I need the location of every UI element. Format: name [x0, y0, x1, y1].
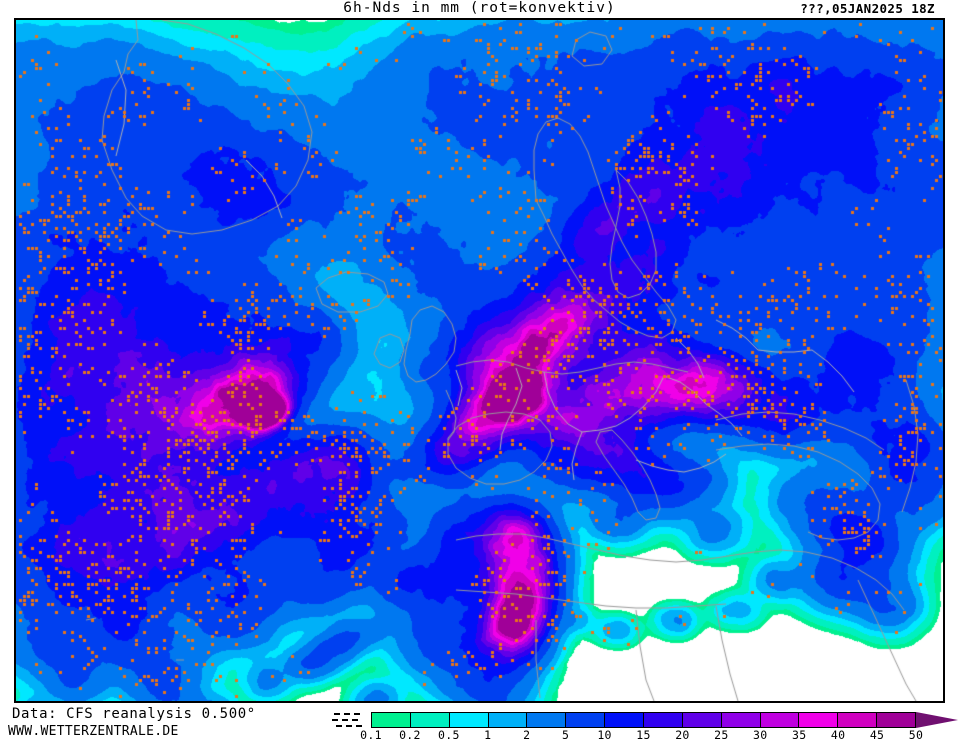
- colorbar-tick: 40: [830, 728, 846, 742]
- colorbar-legend: 0.1 0.2 0.5 1 2 5 10 15 20 25 30 35 40 45 50: [360, 712, 959, 742]
- colorbar-band: [410, 713, 450, 727]
- date-stamp: ???,05JAN2025 18Z: [800, 1, 935, 16]
- colorbar-band: [488, 713, 528, 727]
- colorbar-band: [799, 713, 839, 727]
- data-source-label: Data: CFS reanalysis 0.500°: [12, 706, 256, 722]
- colorbar-tick: 2: [523, 728, 531, 742]
- colorbar-tick: 5: [562, 728, 570, 742]
- map-header: 6h-Nds in mm (rot=konvektiv) ???,05JAN20…: [0, 0, 959, 18]
- colorbar-tick: 0.1: [360, 728, 382, 742]
- precipitation-map-canvas: [16, 20, 943, 701]
- colorbar-tick: 15: [636, 728, 651, 742]
- colorbar-tick: 35: [791, 728, 807, 742]
- colorbar-tick: 1: [484, 728, 492, 742]
- colorbar-tick: 0.2: [399, 728, 421, 742]
- colorbar-tick: 25: [714, 728, 729, 742]
- colorbar-band: [721, 713, 761, 727]
- colorbar-band: [760, 713, 800, 727]
- colorbar-overflow-arrow: [916, 712, 958, 728]
- map-frame: [14, 18, 945, 703]
- colorbar-bands: [371, 712, 916, 728]
- colorbar-tick: 20: [675, 728, 690, 742]
- colorbar-tick: 0.5: [438, 728, 460, 742]
- page-title: 6h-Nds in mm (rot=konvektiv): [343, 0, 616, 16]
- colorbar-band: [372, 713, 411, 727]
- colorbar-band: [449, 713, 489, 727]
- colorbar-band: [527, 713, 567, 727]
- colorbar-band: [605, 713, 645, 727]
- colorbar-band: [682, 713, 722, 727]
- colorbar-band: [838, 713, 878, 727]
- colorbar-band: [566, 713, 606, 727]
- dashed-arrow-icon: [332, 713, 362, 727]
- colorbar-tick: 30: [753, 728, 768, 742]
- colorbar-tick: 45: [869, 728, 885, 742]
- website-label: WWW.WETTERZENTRALE.DE: [8, 724, 179, 739]
- colorbar-tick: 10: [597, 728, 612, 742]
- colorbar-tick: 50: [908, 728, 924, 742]
- colorbar-band: [877, 713, 916, 727]
- colorbar-tick-labels: 0.1 0.2 0.5 1 2 5 10 15 20 25 30 35 40 45 50: [360, 728, 959, 742]
- colorbar-band: [644, 713, 683, 727]
